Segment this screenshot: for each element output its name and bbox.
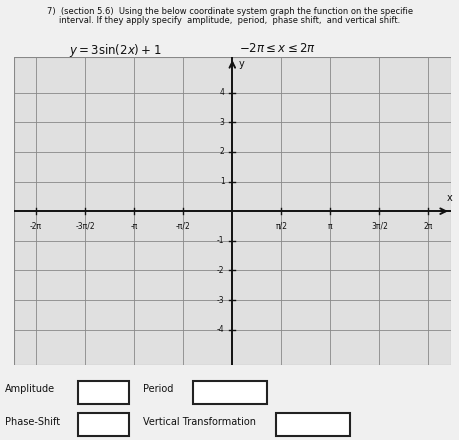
Text: Amplitude: Amplitude [5, 385, 55, 394]
Text: 1: 1 [219, 177, 224, 186]
Text: 7)  (section 5.6)  Using the below coordinate system graph the function on the s: 7) (section 5.6) Using the below coordin… [47, 7, 412, 15]
Text: 2: 2 [219, 147, 224, 157]
Text: π/2: π/2 [275, 222, 287, 231]
Text: 4: 4 [219, 88, 224, 97]
Text: 3π/2: 3π/2 [370, 222, 387, 231]
Text: -π/2: -π/2 [175, 222, 190, 231]
Text: Vertical Transformation: Vertical Transformation [142, 417, 255, 426]
Text: $-2\pi \leq x \leq 2\pi$: $-2\pi \leq x \leq 2\pi$ [239, 42, 315, 55]
Text: Phase-Shift: Phase-Shift [5, 417, 60, 426]
Text: -3π/2: -3π/2 [75, 222, 95, 231]
Text: x: x [445, 193, 451, 203]
Text: -1: -1 [217, 236, 224, 246]
Text: -4: -4 [216, 325, 224, 334]
Text: -2: -2 [217, 266, 224, 275]
Text: $y = 3\sin(2x) + 1$: $y = 3\sin(2x) + 1$ [69, 42, 161, 59]
Text: -2π: -2π [30, 222, 42, 231]
Text: π: π [327, 222, 332, 231]
Text: interval. If they apply specify  amplitude,  period,  phase shift,  and vertical: interval. If they apply specify amplitud… [59, 16, 400, 25]
Text: -π: -π [130, 222, 138, 231]
Text: Period: Period [142, 385, 173, 394]
Text: 3: 3 [219, 118, 224, 127]
Text: y: y [238, 59, 244, 69]
Text: -3: -3 [216, 296, 224, 304]
Text: 2π: 2π [423, 222, 432, 231]
